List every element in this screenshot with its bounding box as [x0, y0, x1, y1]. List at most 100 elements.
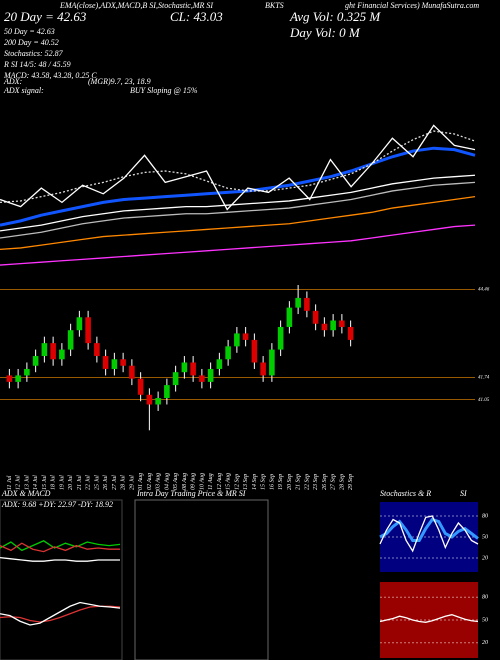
x-tick-label: 29 Sep [348, 474, 354, 490]
candle-body [164, 385, 170, 399]
x-tick-label: 23 Sep [313, 474, 319, 490]
x-tick-label: 01 Aug [138, 473, 144, 490]
candle-body [172, 372, 179, 386]
panel-subtitle: ADX: 9.68 +DY: 22.97 -DY: 18.92 [1, 500, 113, 509]
x-tick-label: 20 Sep [287, 474, 293, 490]
candle-body [76, 317, 83, 331]
candle-body [181, 362, 188, 373]
x-tick-label: 22 Jul [86, 475, 92, 490]
x-tick-label: 26 Sep [322, 474, 328, 490]
candle-body [286, 307, 293, 327]
y-tick-label: 41.05 [478, 398, 490, 403]
x-tick-label: 27 Sep [331, 474, 337, 490]
candle-body [199, 375, 205, 382]
series-line [0, 601, 121, 626]
candle-body [129, 365, 135, 379]
candle-body [155, 398, 161, 405]
symbol: BKTS [265, 1, 284, 10]
candle-body [111, 359, 118, 369]
stochastics: Stochastics: 52.87 [4, 49, 64, 58]
adx-signal: ADX signal: [3, 86, 44, 95]
x-tick-label: 05 Aug [173, 473, 179, 490]
x-tick-label: 11 Jul [7, 475, 13, 490]
series-line [379, 517, 479, 542]
series-line [0, 146, 476, 227]
x-tick-label: 16 Sep [269, 474, 275, 490]
candle-body [242, 333, 249, 340]
x-tick-label: 19 Jul [59, 475, 65, 490]
x-tick-label: 10 Aug [199, 473, 205, 490]
panel-title: ADX & MACD [1, 489, 51, 498]
candle-body [312, 310, 319, 324]
series-line [0, 124, 476, 211]
candle-body [120, 359, 126, 366]
intraday-panel [134, 499, 269, 660]
x-tick-label: 14 Sep [251, 474, 258, 490]
candle-body [269, 349, 275, 376]
adx-signal-value: BUY Sloping @ 15% [130, 86, 198, 95]
x-tick-label: 02 Aug [147, 473, 153, 490]
x-tick-label: 22 Sep [304, 474, 310, 490]
candle-body [260, 362, 266, 376]
candle-body [207, 368, 214, 382]
candle-body [32, 356, 39, 366]
candle-body [15, 375, 21, 382]
candle-body [85, 317, 91, 344]
y-tick-label: 41.74 [478, 375, 490, 380]
y-tick-label: 50 [482, 534, 488, 540]
x-tick-label: 21 Sep [296, 474, 302, 490]
adx-panel [0, 499, 123, 660]
candle-body [330, 320, 336, 331]
y-tick-label: 44.46 [478, 288, 490, 293]
y-tick-label: 80 [482, 595, 488, 601]
series-line [379, 515, 479, 553]
series-line [0, 556, 120, 562]
y-tick-label: 20 [482, 555, 488, 561]
x-tick-label: 12 Sep [234, 474, 240, 490]
panel-subtitle: SI [460, 489, 467, 498]
y-tick-label: 50 [482, 617, 488, 623]
adx: ADX: [3, 77, 23, 86]
candle-body [304, 297, 310, 311]
rsi: R SI 14/5: 48 / 45.59 [3, 60, 71, 69]
candle-body [41, 343, 48, 357]
x-tick-label: 12 Jul [16, 475, 22, 490]
x-tick-label: 26 Jul [103, 475, 109, 490]
x-tick-label: 18 Jul [51, 475, 57, 490]
x-tick-label: 27 Jul [112, 475, 118, 490]
series-line [379, 614, 479, 623]
candle-body [146, 394, 153, 405]
candle-body [190, 362, 196, 376]
x-tick-label: 11 Aug [208, 473, 214, 490]
source: EMA(close),ADX,MACD,B SI,Stochastic,MR S… [59, 1, 213, 10]
candle-body [251, 339, 258, 363]
x-tick-label: 12 Aug [217, 473, 223, 490]
x-tick-label: 14 Jul [32, 475, 39, 490]
x-tick-label: 15 Sep [261, 474, 267, 490]
candle-body [50, 343, 56, 360]
x-tick-label: 13 Sep [243, 474, 249, 490]
series-line [0, 542, 120, 553]
series-line [0, 174, 476, 232]
x-tick-label: 28 Sep [339, 474, 345, 490]
candle-body [321, 323, 328, 331]
x-tick-label: 13 Jul [24, 475, 30, 490]
x-tick-label: 25 Jul [94, 475, 100, 490]
x-tick-label: 04 Aug [163, 473, 170, 490]
y-tick-label: 80 [482, 513, 488, 519]
candle-body [67, 330, 74, 350]
series-line [0, 224, 476, 266]
x-tick-label: 15 Aug [226, 473, 232, 490]
candle-body [24, 368, 30, 376]
x-tick-label: 19 Sep [278, 474, 284, 490]
candle-body [137, 378, 144, 395]
x-tick-label: 29 Jul [129, 475, 135, 490]
close: CL: 43.03 [170, 9, 223, 24]
macd: MACD: 43.58, 43.28, 0.25 C [3, 71, 97, 80]
x-tick-label: 15 Jul [42, 475, 48, 490]
x-tick-label: 03 Aug [156, 473, 162, 490]
x-tick-label: 20 Jul [68, 475, 74, 490]
series-line [0, 181, 476, 239]
candle-body [94, 343, 100, 357]
